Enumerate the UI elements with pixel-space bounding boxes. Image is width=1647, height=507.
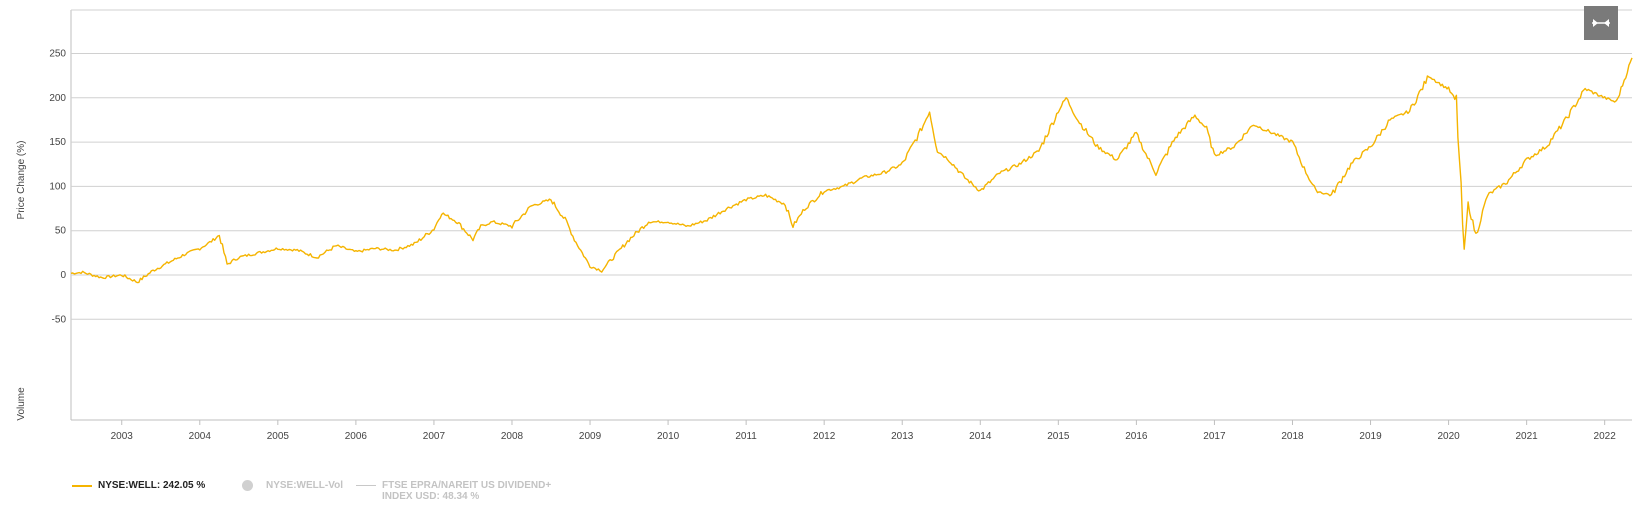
legend-label-well: NYSE:WELL: 242.05 % — [98, 480, 206, 491]
series-group — [70, 57, 1633, 284]
x-tick-label: 2006 — [345, 431, 368, 442]
y-axis-ticks: 250 200 150 100 50 0 -50 — [49, 49, 66, 326]
x-tick-label: 2009 — [579, 431, 602, 442]
x-tick-label: 2008 — [501, 431, 524, 442]
volume-axis-title: Volume — [16, 387, 27, 421]
grid-lines — [70, 9, 1632, 421]
x-tick-label: 2022 — [1594, 431, 1617, 442]
chart-legend: NYSE:WELL: 242.05 % NYSE:WELL-Vol FTSE E… — [72, 480, 1632, 504]
y-tick-label: 100 — [49, 181, 66, 192]
x-tick-label: 2003 — [111, 431, 134, 442]
x-tick-label: 2010 — [657, 431, 680, 442]
x-tick-label: 2016 — [1125, 431, 1148, 442]
legend-label-ftse-line1: FTSE EPRA/NAREIT US DIVIDEND+ — [382, 480, 552, 491]
legend-swatch-thin-line — [356, 485, 376, 486]
y-tick-label: 200 — [49, 93, 66, 104]
y-tick-label: 150 — [49, 137, 66, 148]
x-tick-label: 2004 — [189, 431, 212, 442]
x-tick-label: 2020 — [1437, 431, 1460, 442]
x-tick-label: 2007 — [423, 431, 446, 442]
y-tick-label: 50 — [55, 226, 67, 237]
chart-toggle-button[interactable] — [1584, 6, 1618, 40]
legend-label-ftse-index: FTSE EPRA/NAREIT US DIVIDEND+ INDEX USD:… — [382, 480, 551, 502]
y-tick-label: 250 — [49, 49, 66, 60]
y-tick-label: 0 — [60, 270, 66, 281]
x-tick-label: 2019 — [1359, 431, 1382, 442]
x-axis-ticks: 2003 2004 2005 2006 2007 2008 2009 2010 2011 2012… — [111, 420, 1617, 442]
x-tick-label: 2012 — [813, 431, 836, 442]
y-axis-title: Price Change (%) — [16, 141, 27, 220]
legend-swatch-dot — [242, 480, 253, 491]
x-tick-label: 2017 — [1203, 431, 1226, 442]
legend-swatch-line — [72, 485, 92, 487]
legend-label-ftse-line2: INDEX USD: 48.34 % — [382, 491, 480, 502]
x-tick-label: 2015 — [1047, 431, 1070, 442]
x-tick-label: 2018 — [1281, 431, 1304, 442]
x-tick-label: 2014 — [969, 431, 992, 442]
series-line-well — [70, 57, 1633, 284]
x-tick-label: 2005 — [267, 431, 290, 442]
x-tick-label: 2011 — [735, 431, 757, 442]
legend-label-well-volume: NYSE:WELL-Vol — [266, 480, 344, 491]
x-tick-label: 2021 — [1516, 431, 1539, 442]
collapse-arrows-icon — [1592, 19, 1610, 27]
x-tick-label: 2013 — [891, 431, 914, 442]
y-tick-label: -50 — [52, 314, 67, 325]
